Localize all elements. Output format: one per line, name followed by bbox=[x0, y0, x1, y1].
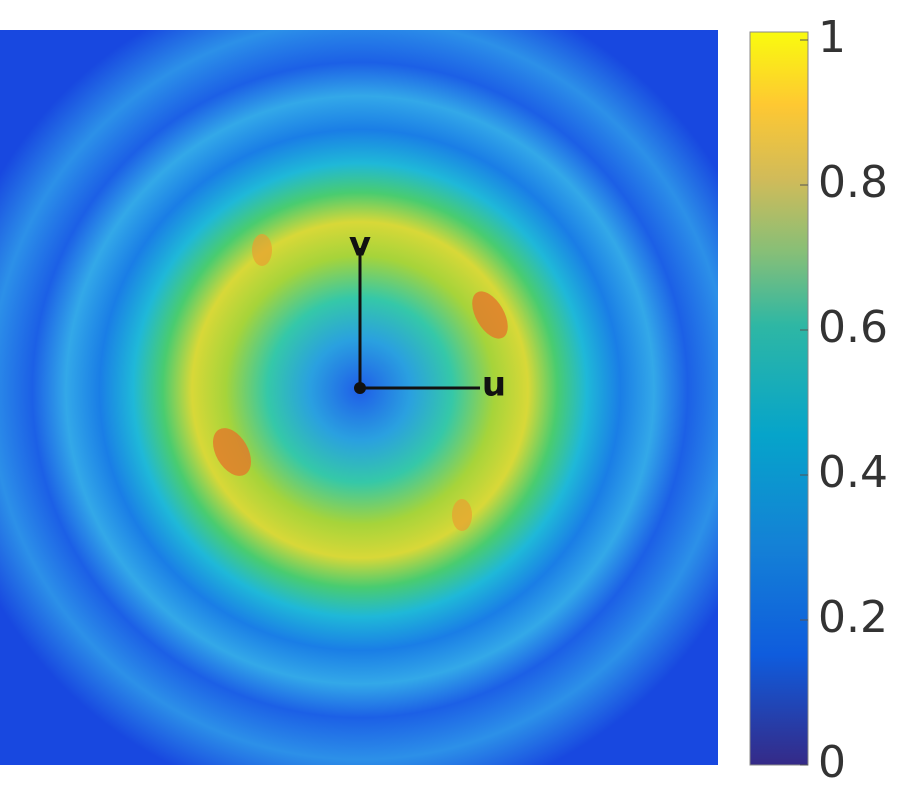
hotspot bbox=[252, 234, 272, 266]
annotation: v bbox=[349, 225, 371, 265]
colorbar bbox=[749, 31, 809, 766]
colorbar-tick-label: 0.4 bbox=[818, 447, 888, 498]
colorbar-tick-label: 0 bbox=[818, 737, 846, 788]
hotspot bbox=[213, 428, 251, 476]
colorbar-tick-label: 0.8 bbox=[818, 157, 888, 208]
hotspot bbox=[472, 291, 508, 339]
colorbar-tick-label: 1 bbox=[818, 12, 846, 63]
colorbar-tick-label: 0.6 bbox=[818, 302, 888, 353]
annotation: u bbox=[482, 365, 506, 405]
hotspot bbox=[452, 499, 472, 531]
colorbar-tick-label: 0.2 bbox=[818, 592, 888, 643]
heatmap-image bbox=[0, 30, 718, 765]
origin bbox=[354, 382, 366, 394]
